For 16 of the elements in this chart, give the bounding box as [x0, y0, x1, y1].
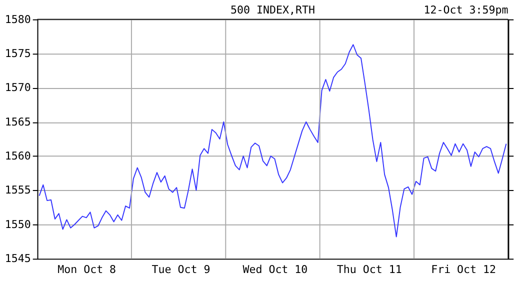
chart-title: 500 INDEX,RTH: [230, 3, 315, 16]
y-tick-label: 1580: [4, 12, 31, 26]
y-tick-label: 1570: [4, 81, 31, 94]
y-tick-label: 1555: [4, 184, 31, 197]
x-tick-label: Tue Oct 9: [152, 262, 210, 276]
y-tick-label: 1545: [4, 252, 31, 266]
y-tick-label: 1565: [4, 115, 31, 128]
text: 12-Oct 3:59pm: [424, 3, 508, 16]
x-tick-label: Fri Oct 12: [431, 262, 496, 276]
line-series: [38, 44, 507, 238]
x-tick-label: Mon Oct 8: [58, 262, 116, 276]
y-tick-label: 1560: [4, 150, 31, 163]
x-tick-label: Thu Oct 11: [336, 262, 402, 276]
x-tick-label: Wed Oct 10: [242, 262, 308, 276]
y-tick-label: 1575: [4, 46, 31, 60]
y-tick-label: 1550: [4, 218, 31, 231]
